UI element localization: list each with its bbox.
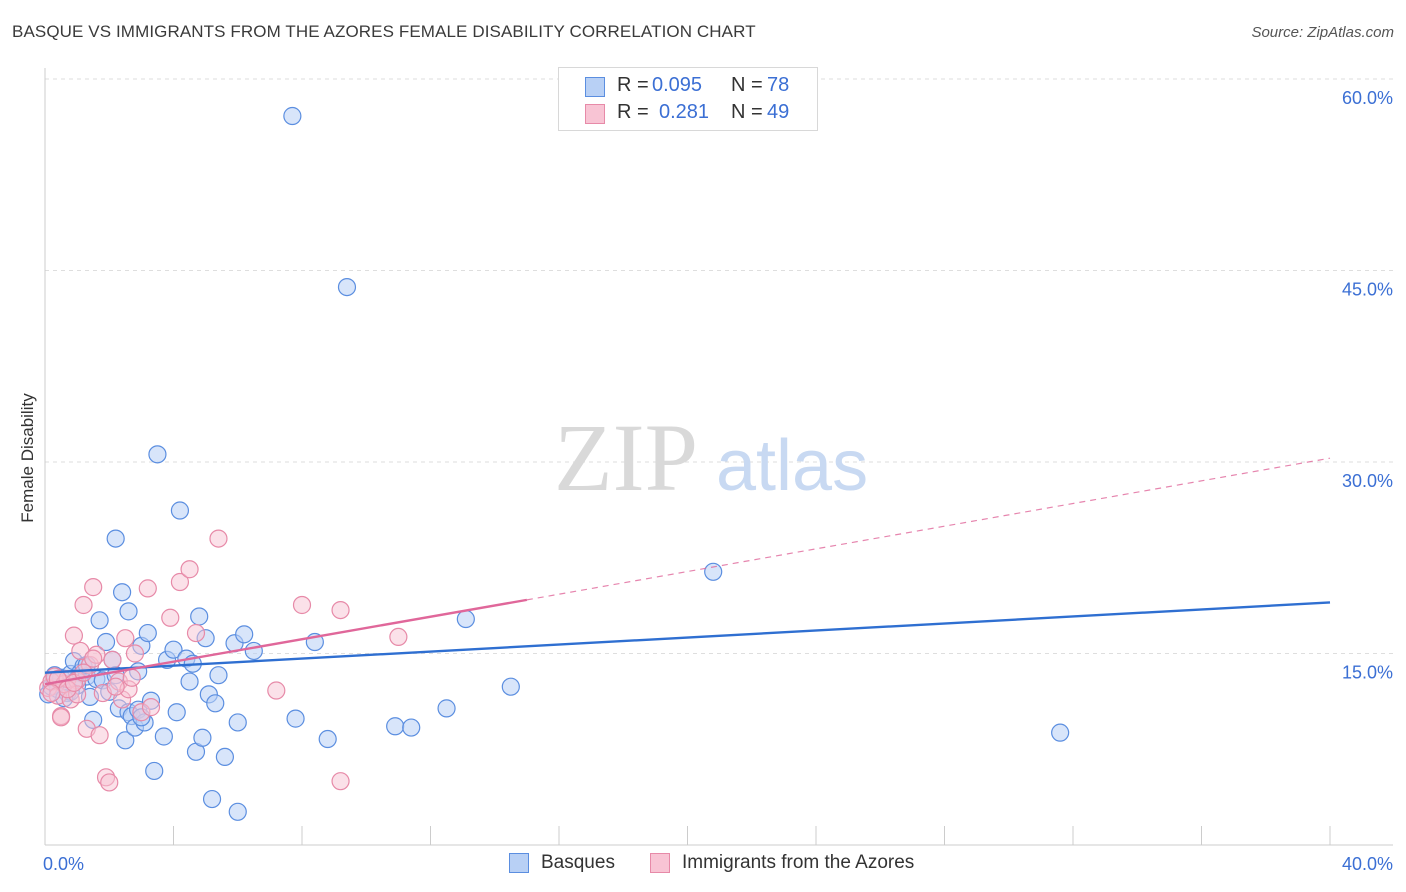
- basques-point: [228, 802, 247, 821]
- azores-point: [141, 698, 161, 717]
- legend-swatch-pink: [585, 104, 605, 124]
- basques-point: [119, 602, 138, 621]
- legend-r-value: 0.095: [652, 74, 703, 96]
- legend-swatch-pink: [650, 853, 670, 873]
- grid-lines: [45, 78, 1393, 654]
- legend-r-value: 0.281: [659, 101, 710, 123]
- legend-label-azores: Immigrants from the Azores: [682, 852, 915, 873]
- basques-point: [167, 703, 186, 722]
- legend-swatch-blue: [585, 77, 605, 97]
- azores-point: [331, 772, 350, 791]
- basques-point: [138, 623, 157, 643]
- basques-point: [501, 677, 520, 696]
- azores-point: [267, 681, 286, 700]
- chart-source: Source: ZipAtlas.com: [1251, 24, 1394, 41]
- x-tick-label: 0.0%: [43, 854, 84, 874]
- basques-point: [170, 501, 190, 520]
- azores-point: [106, 677, 125, 696]
- basques-point: [318, 729, 337, 749]
- azores-point: [292, 595, 312, 615]
- basques-point: [235, 625, 254, 644]
- basques-point: [148, 445, 167, 464]
- azores-point: [84, 578, 103, 597]
- azores-point: [84, 649, 103, 668]
- azores-point: [161, 608, 180, 627]
- azores-point: [138, 579, 157, 598]
- basques-point: [164, 640, 183, 659]
- basques-point: [1051, 723, 1070, 742]
- y-tick-label: 60.0%: [1342, 88, 1393, 108]
- x-tick-label: 40.0%: [1342, 854, 1393, 874]
- legend-r-label: R =: [617, 74, 649, 96]
- azores-point: [331, 600, 350, 620]
- basques-trend-line: [44, 601, 1331, 674]
- y-axis-label: Female Disability: [18, 393, 37, 523]
- watermark-zip: ZIP: [554, 404, 698, 511]
- basques-point: [215, 747, 234, 767]
- azores-point: [100, 773, 119, 792]
- basques-point: [209, 666, 228, 685]
- basques-point: [112, 583, 132, 602]
- azores-trend-line: [44, 598, 528, 686]
- legend-label-basques: Basques: [541, 852, 615, 873]
- azores-point: [42, 683, 61, 703]
- legend-n-label: N =: [731, 74, 763, 96]
- legend-r-label: R =: [617, 101, 649, 123]
- azores-point: [125, 644, 145, 663]
- basques-point: [106, 529, 125, 548]
- basques-point: [90, 611, 109, 630]
- basques-point: [337, 277, 357, 297]
- basques-point: [154, 727, 173, 746]
- azores-point: [180, 560, 199, 579]
- basques-point: [283, 106, 302, 126]
- correlation-legend: R = 0.095 N = 78 R = 0.281 N = 49: [558, 67, 818, 131]
- basques-point: [145, 761, 164, 781]
- azores-point: [209, 529, 228, 548]
- azores-point: [389, 627, 408, 647]
- azores-points: [39, 529, 408, 792]
- basques-point: [244, 641, 263, 661]
- azores-point: [170, 572, 190, 592]
- y-tick-label: 30.0%: [1342, 471, 1393, 491]
- azores-point: [74, 595, 93, 615]
- basques-point: [193, 728, 212, 747]
- basques-point: [286, 709, 305, 728]
- basques-point: [228, 713, 247, 732]
- y-tick-label: 15.0%: [1342, 663, 1393, 683]
- basques-point: [402, 718, 421, 737]
- legend-n-value: 78: [767, 74, 790, 96]
- basques-point: [206, 694, 225, 713]
- basques-point: [180, 672, 199, 691]
- tick-labels: 15.0% 30.0% 45.0% 60.0% 0.0% 40.0%: [43, 88, 1393, 874]
- watermark: ZIP atlas: [554, 404, 868, 511]
- y-tick-label: 45.0%: [1342, 280, 1393, 300]
- basques-point: [190, 607, 209, 626]
- legend-swatch-blue: [509, 853, 529, 873]
- azores-trend-extension: [526, 457, 1331, 601]
- basques-point: [116, 731, 135, 750]
- basques-point: [704, 562, 723, 581]
- legend-n-label: N =: [731, 101, 763, 123]
- legend-n-value: 49: [767, 101, 790, 123]
- basques-point: [386, 717, 405, 736]
- trend-lines: [44, 457, 1331, 686]
- chart-title: BASQUE VS IMMIGRANTS FROM THE AZORES FEM…: [12, 22, 756, 41]
- azores-point: [186, 623, 206, 643]
- watermark-atlas: atlas: [716, 426, 868, 506]
- azores-point: [103, 650, 122, 669]
- azores-point: [122, 668, 141, 687]
- basques-point: [456, 609, 475, 629]
- azores-point: [116, 629, 135, 648]
- basques-point: [202, 789, 222, 809]
- azores-point: [90, 726, 109, 745]
- axes: [44, 68, 1393, 846]
- basques-point: [437, 699, 456, 718]
- azores-point: [64, 626, 84, 645]
- basques-point: [96, 632, 116, 652]
- azores-point: [51, 708, 71, 727]
